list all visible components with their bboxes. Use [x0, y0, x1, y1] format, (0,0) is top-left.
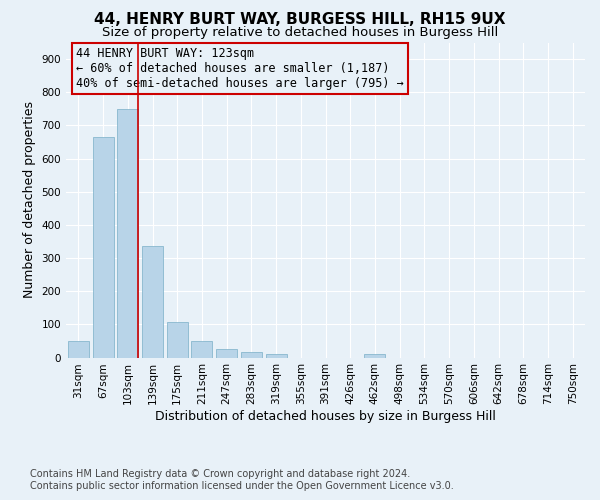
Text: Size of property relative to detached houses in Burgess Hill: Size of property relative to detached ho…: [102, 26, 498, 39]
Bar: [142, 246, 163, 358]
Y-axis label: Number of detached properties: Number of detached properties: [23, 102, 36, 298]
Bar: [216, 349, 237, 358]
Bar: [241, 352, 262, 358]
Bar: [364, 354, 385, 358]
X-axis label: Distribution of detached houses by size in Burgess Hill: Distribution of detached houses by size …: [155, 410, 496, 423]
Bar: [167, 322, 188, 358]
Bar: [266, 354, 287, 358]
Bar: [191, 341, 212, 357]
Bar: [117, 109, 138, 358]
Bar: [92, 137, 113, 358]
Text: 44, HENRY BURT WAY, BURGESS HILL, RH15 9UX: 44, HENRY BURT WAY, BURGESS HILL, RH15 9…: [94, 12, 506, 28]
Text: 44 HENRY BURT WAY: 123sqm
← 60% of detached houses are smaller (1,187)
40% of se: 44 HENRY BURT WAY: 123sqm ← 60% of detac…: [76, 47, 404, 90]
Text: Contains HM Land Registry data © Crown copyright and database right 2024.
Contai: Contains HM Land Registry data © Crown c…: [30, 470, 454, 491]
Bar: [68, 341, 89, 357]
